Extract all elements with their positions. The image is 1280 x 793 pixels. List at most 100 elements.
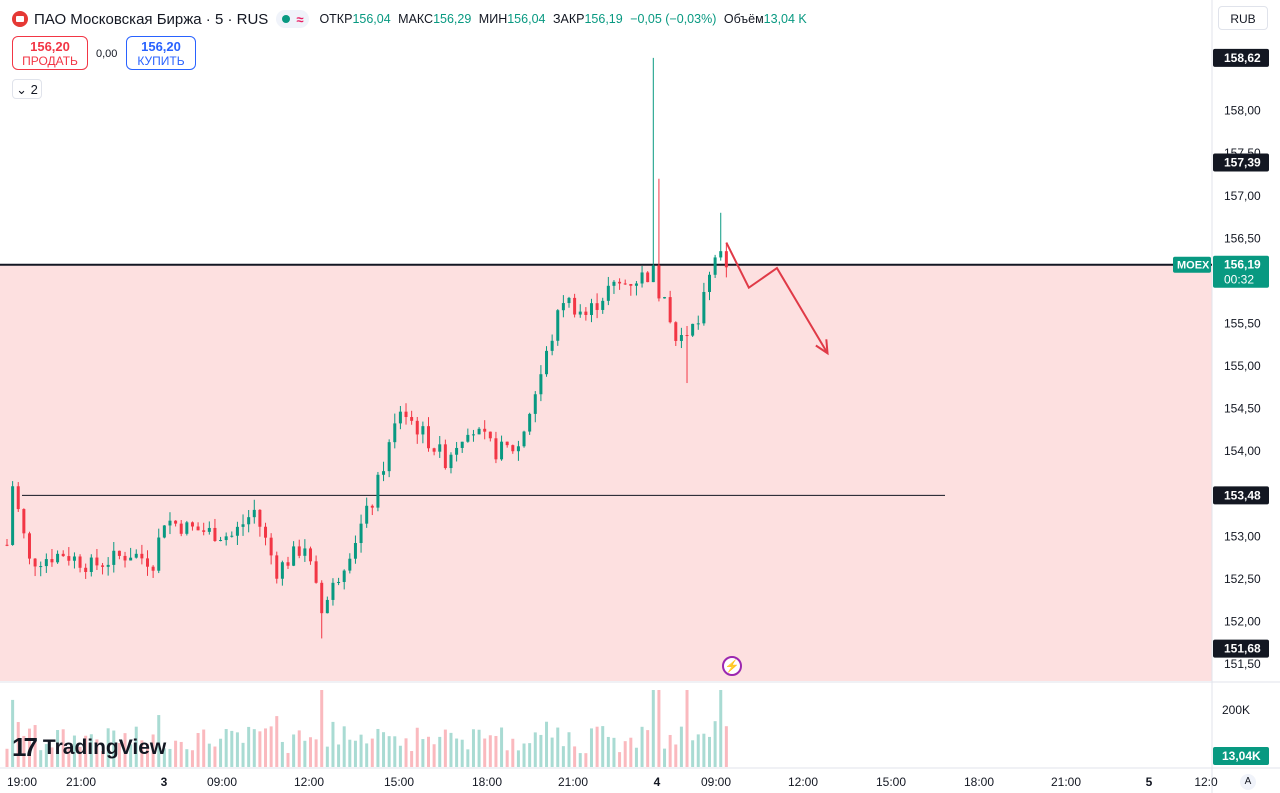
volume-bar <box>578 753 582 767</box>
candle-body <box>258 509 262 527</box>
sell-button[interactable]: 156,20 ПРОДАТЬ <box>12 36 88 70</box>
candle-body <box>140 553 144 559</box>
volume-bar <box>280 741 284 767</box>
candle-body <box>84 567 88 572</box>
candle-body <box>466 434 470 442</box>
market-status-pill[interactable]: ≈ <box>276 10 310 28</box>
candle-body <box>348 558 352 571</box>
candle-body <box>157 537 161 571</box>
volume-bar <box>179 741 183 767</box>
spread-value: 0,00 <box>96 48 118 60</box>
candle <box>72 552 76 569</box>
candle <box>50 549 54 567</box>
candle-body <box>567 297 571 304</box>
symbol-title[interactable]: ПАО Московская Биржа · 5 · RUS <box>34 10 269 28</box>
candle-body <box>584 311 588 315</box>
candle <box>455 441 459 462</box>
volume-bar <box>314 739 318 767</box>
volume-bar <box>679 726 683 767</box>
candle <box>702 282 706 326</box>
volume-bar <box>5 748 9 767</box>
candle <box>674 321 678 347</box>
candle-body <box>95 557 99 566</box>
volume-bar <box>533 732 537 767</box>
x-tick-label: 15:00 <box>876 775 906 789</box>
volume-bar <box>404 738 408 767</box>
candle-body <box>477 428 481 435</box>
resistance-zone <box>0 264 1212 681</box>
candle-body <box>449 454 453 469</box>
candle <box>146 550 149 576</box>
indicators-toggle-button[interactable]: ⌄ 2 <box>12 79 42 99</box>
candle-body <box>106 564 110 567</box>
volume-bar <box>348 739 352 767</box>
volume-bar <box>724 726 728 767</box>
candle-body <box>297 546 301 556</box>
volume-bar <box>140 740 144 767</box>
volume-bar <box>202 729 206 767</box>
candle-body <box>50 559 54 563</box>
high-label: МАКС <box>398 12 434 26</box>
candle-body <box>44 559 48 567</box>
candle <box>533 391 537 423</box>
volume-bar <box>573 746 577 767</box>
candle <box>258 509 262 537</box>
candle-body <box>657 265 661 299</box>
candle-body <box>421 426 425 435</box>
volume-bar <box>668 734 672 767</box>
volume-bar <box>241 742 245 767</box>
volume-bar <box>286 752 290 767</box>
candle-body <box>483 428 487 432</box>
candle <box>134 549 138 559</box>
high-value: 156,29 <box>433 12 472 26</box>
candle-body <box>174 520 178 524</box>
lightning-event-icon[interactable]: ⚡ <box>722 656 742 676</box>
candle-body <box>179 523 183 534</box>
candle-body <box>320 582 324 614</box>
candle <box>595 293 599 319</box>
candle-body <box>230 535 234 537</box>
volume-bar <box>129 744 133 767</box>
candle <box>432 447 436 456</box>
volume-bar <box>651 690 655 767</box>
candle <box>713 254 717 278</box>
auto-scale-button[interactable]: A <box>1240 774 1256 790</box>
x-tick-label: 12:0 <box>1194 775 1218 789</box>
volume-bar <box>646 730 650 767</box>
candle <box>325 596 329 614</box>
moex-logo-icon <box>12 11 28 27</box>
buy-button[interactable]: 156,20 КУПИТЬ <box>126 36 196 70</box>
candle <box>573 293 577 318</box>
currency-button[interactable]: RUB <box>1218 6 1268 30</box>
sell-label: ПРОДАТЬ <box>22 54 78 68</box>
candle-body <box>39 566 43 568</box>
volume-bar <box>449 732 453 767</box>
volume-bar <box>393 736 397 767</box>
price-tag-label: 153,48 <box>1224 488 1261 502</box>
delayed-data-icon: ≈ <box>296 11 304 27</box>
candle <box>589 298 593 323</box>
volume-bar <box>719 690 723 767</box>
candle-body <box>27 533 31 559</box>
x-tick-label: 09:00 <box>701 775 731 789</box>
candle-body <box>129 557 133 561</box>
candle <box>33 558 37 577</box>
candle-body <box>410 417 414 421</box>
tradingview-logo-icon: 17 <box>12 732 38 762</box>
candle <box>264 522 268 546</box>
candle-body <box>494 438 498 460</box>
volume-bar <box>455 738 459 767</box>
candle <box>483 420 487 440</box>
y-tick-label: 158,00 <box>1224 104 1261 118</box>
chart-header: ПАО Московская Биржа · 5 · RUS ≈ ОТКР156… <box>12 9 811 29</box>
volume-bar <box>488 735 492 767</box>
bar-countdown: 00:32 <box>1224 273 1254 287</box>
brand-name: TradingView <box>42 735 167 759</box>
candle <box>376 471 380 512</box>
tradingview-brand[interactable]: 17 TradingView <box>12 732 166 763</box>
candle <box>561 295 565 318</box>
candle <box>61 550 65 557</box>
candle-body <box>578 311 582 315</box>
candle <box>112 541 116 573</box>
